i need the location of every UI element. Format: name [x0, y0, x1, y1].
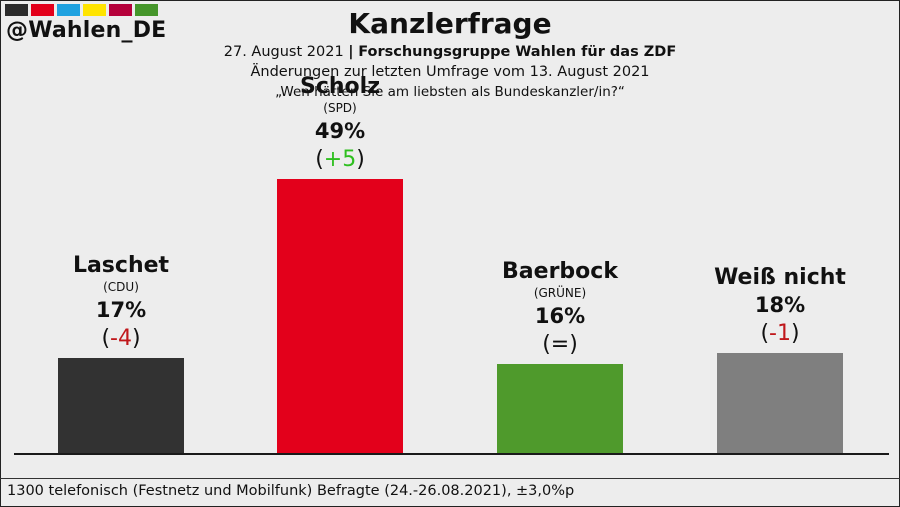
bar-label-group: Baerbock (GRÜNE) 16% (=) — [460, 258, 660, 360]
bar — [58, 358, 184, 453]
candidate-name: Laschet — [72, 253, 170, 279]
bar — [717, 352, 843, 453]
party-name: (CDU) — [103, 280, 139, 295]
party-color-swatch — [31, 4, 54, 16]
value-label: 49% — [314, 119, 366, 144]
survey-question: „Wen hätten Sie am liebsten als Bundeska… — [275, 84, 625, 100]
party-name: (GRÜNE) — [533, 285, 587, 300]
survey-date: 27. August 2021 — [223, 44, 344, 60]
bar — [497, 363, 623, 453]
change-label: (+5) — [315, 147, 365, 173]
bar-label-group: Scholz (SPD) 49% (+5) — [240, 73, 440, 175]
candidate-name: Baerbock — [502, 258, 618, 284]
change-label: (-1) — [760, 320, 800, 346]
change-label: (=) — [542, 331, 578, 357]
comparison-note: Änderungen zur letzten Umfrage vom 13. A… — [250, 64, 650, 80]
bar-label-group: Laschet (CDU) 17% (-4) — [21, 252, 221, 354]
value-label: 16% — [534, 303, 586, 328]
change-value: = — [550, 331, 570, 357]
change-value: +5 — [323, 147, 357, 173]
source-separator: | — [348, 44, 354, 60]
footer-divider — [0, 478, 900, 479]
party-color-swatches — [5, 4, 158, 16]
change-label: (-4) — [101, 326, 141, 352]
survey-source: Forschungsgruppe Wahlen für das ZDF — [358, 44, 677, 60]
brand-handle: @Wahlen_DE — [6, 18, 167, 43]
change-value: -4 — [110, 326, 132, 352]
party-color-swatch — [109, 4, 132, 16]
party-color-swatch — [57, 4, 80, 16]
candidate-name: Weiß nicht — [714, 264, 846, 290]
party-color-swatch — [5, 4, 28, 16]
party-color-swatch — [83, 4, 106, 16]
change-value: -1 — [769, 320, 791, 346]
chart-header: Kanzlerfrage 27. August 2021 | Forschung… — [0, 6, 900, 102]
party-name: (SPD) — [323, 101, 357, 116]
bar — [277, 179, 403, 453]
footer-note: 1300 telefonisch (Festnetz und Mobilfunk… — [7, 483, 575, 499]
party-color-swatch — [135, 4, 158, 16]
value-label: 18% — [754, 292, 806, 317]
source-line: 27. August 2021 | Forschungsgruppe Wahle… — [0, 42, 900, 62]
value-label: 17% — [95, 298, 147, 323]
chart-title: Kanzlerfrage — [348, 7, 552, 40]
bar-label-group: Weiß nicht 18% (-1) — [680, 264, 880, 349]
chart-baseline — [14, 453, 889, 455]
candidate-name: Scholz — [299, 74, 380, 100]
